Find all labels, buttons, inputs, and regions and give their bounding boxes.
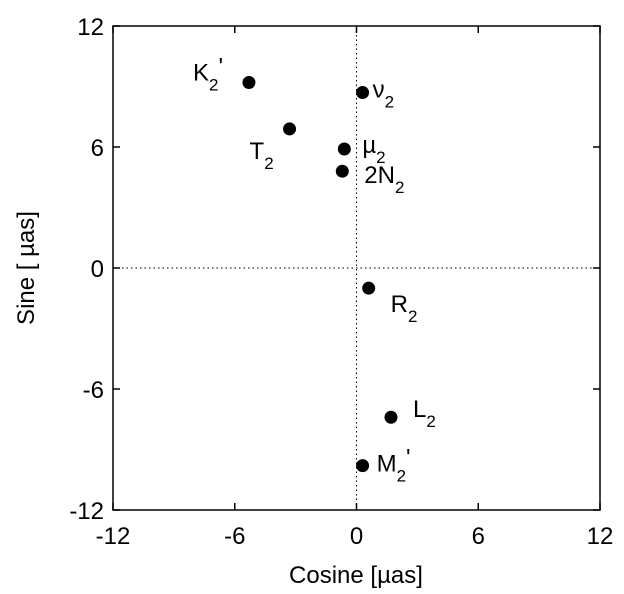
- y-tick-label: -12: [69, 498, 104, 525]
- point-label: ν2: [373, 77, 394, 112]
- y-tick-label: 0: [91, 256, 104, 283]
- x-tick-label: -6: [224, 523, 245, 550]
- data-point: [356, 459, 370, 473]
- point-label: L2: [413, 396, 436, 431]
- point-label: M2': [377, 445, 411, 486]
- point-label: T2: [250, 138, 274, 173]
- data-point: [384, 410, 398, 424]
- zero-lines: [113, 26, 600, 510]
- data-point: [335, 164, 349, 178]
- y-tick-label: -6: [83, 377, 104, 404]
- x-tick-label: 12: [587, 523, 614, 550]
- data-point: [362, 281, 376, 295]
- point-label: K2': [193, 53, 223, 94]
- data-point: [242, 75, 256, 89]
- x-tick-label: 0: [350, 523, 363, 550]
- x-tick-label: -12: [96, 523, 131, 550]
- y-tick-label: 6: [91, 135, 104, 162]
- data-point: [283, 122, 297, 136]
- point-label: R2: [391, 291, 418, 326]
- point-label: µ2: [362, 132, 385, 167]
- x-tick-label: 6: [472, 523, 485, 550]
- data-points: [242, 75, 398, 473]
- data-point: [337, 142, 351, 156]
- x-axis-title: Cosine [µas]: [289, 562, 423, 589]
- ticks: -12 -6 0 6 12 12 6 0 -6 -12: [69, 14, 613, 550]
- y-tick-label: 12: [77, 14, 104, 41]
- y-axis-title: Sine [ µas]: [13, 211, 40, 325]
- data-point: [356, 86, 370, 100]
- point-label: 2N2: [364, 162, 404, 197]
